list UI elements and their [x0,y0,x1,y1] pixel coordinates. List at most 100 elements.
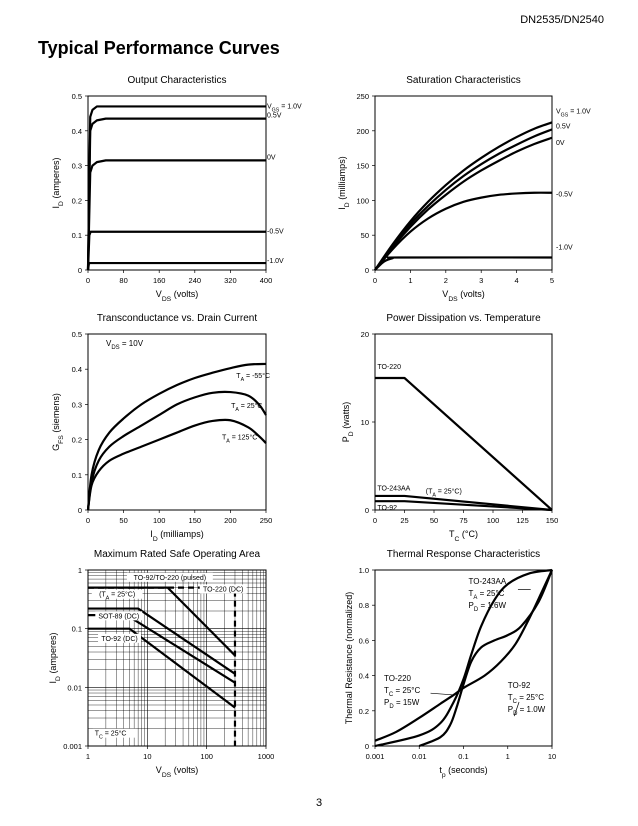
transconductance-series-line [86,390,267,511]
power-ta-note: (TA = 25°C) [426,487,462,498]
transconductance-y-tick-label: 0.2 [72,436,82,445]
safe-area-x-tick-label: 1 [86,752,90,761]
power-y-tick-label: 20 [361,330,369,339]
thermal-series-line [374,568,553,748]
safe-area-y-tick-label: 0.001 [63,742,82,751]
power-series-line [375,500,553,512]
power-y-tick-label: 10 [361,418,369,427]
output-series-label: -1.0V [267,258,284,265]
output-y-tick-label: 0.5 [72,92,82,101]
document-id: DN2535/DN2540 [520,14,604,26]
output-series-line [86,159,266,271]
thermal-x-tick-label: 1 [506,752,510,761]
thermal-annotation-line: TA = 25°C [469,589,505,601]
transconductance-y-tick-label: 0 [78,506,82,515]
transconductance-y-tick-label: 0.4 [72,365,82,374]
saturation-y-tick-label: 0 [365,266,369,275]
output-series-line [86,105,266,271]
thermal-annotation-line: TO-92 [508,681,531,690]
output-x-tick-label: 0 [86,276,90,285]
transconductance-x-axis-label: ID (milliamps) [150,529,203,543]
safe-area-series-label: TO-92/TO-220 (pulsed) [134,575,207,582]
transconductance-y-axis-label: GFS (siemens) [51,393,65,451]
safe-area-title: Maximum Rated Safe Operating Area [94,549,261,560]
safe-area-x-tick-label: 1000 [258,752,275,761]
power-series-label: TO-92 [377,505,397,512]
safe-area-series-line [88,607,236,675]
output-series-line [86,261,266,271]
power-plot-frame [374,333,553,511]
transconductance-y-tick-label: 0.1 [72,471,82,480]
safe-area-label-bg [126,572,213,582]
safe-area-y-axis-label: ID (amperes) [48,633,62,684]
power-series-label: TO-243AA [377,486,410,493]
safe-area-series-line [88,627,236,709]
output-plot-frame [87,95,267,271]
saturation-series-label: VGS = 1.0V [556,108,591,118]
thermal-y-tick-label: 0.8 [359,601,369,610]
saturation-x-axis-label: VDS (volts) [442,289,484,303]
output-y-tick-label: 0.1 [72,231,82,240]
safe-area-series-label: TO-220 (DC) [203,587,243,594]
thermal-annotation-line: PD = 1.0W [508,705,546,717]
transconductance-series-line [86,418,267,511]
transconductance-x-tick-label: 150 [189,516,202,525]
saturation-x-tick-label: 2 [444,276,448,285]
saturation-y-tick-label: 150 [356,162,369,171]
saturation-series-label: -0.5V [556,192,573,199]
transconductance-title: Transconductance vs. Drain Current [97,313,257,324]
output-series-label: 0.5V [267,113,282,120]
saturation-y-axis-label: ID (milliamps) [337,156,351,209]
output-x-axis-label: VDS (volts) [156,289,198,303]
output-title: Output Characteristics [128,75,227,86]
output-series-label: -0.5V [267,229,284,236]
safe-area-label-bg [95,611,143,621]
saturation-series-label: -1.0V [556,244,573,251]
power-series-label: TO-220 [377,364,401,371]
power-x-tick-label: 100 [487,516,500,525]
safe-area-series-label: (TA = 25°C) [99,591,135,602]
thermal-x-tick-label: 0.001 [366,752,385,761]
thermal-y-tick-label: 1.0 [359,566,369,575]
transconductance-y-tick-label: 0.5 [72,330,82,339]
saturation-y-tick-label: 250 [356,92,369,101]
saturation-series-line [374,121,553,271]
power-y-axis-label: PD (watts) [341,402,355,442]
transconductance-x-tick-label: 0 [86,516,90,525]
saturation-x-tick-label: 4 [515,276,519,285]
saturation-y-tick-label: 200 [356,127,369,136]
saturation-x-tick-label: 1 [408,276,412,285]
saturation-series-line [374,191,553,271]
output-x-tick-label: 400 [260,276,273,285]
thermal-annotation-pointer [430,692,454,696]
saturation-series-line [374,128,553,271]
power-x-tick-label: 0 [373,516,377,525]
safe-area-x-tick-label: 100 [200,752,213,761]
safe-area-series-label: SOT-89 (DC) [98,613,139,620]
output-x-tick-label: 160 [153,276,166,285]
output-series-label: 0V [267,154,276,161]
saturation-y-tick-label: 50 [361,231,369,240]
output-series-label: VGS = 1.0V [267,103,302,113]
saturation-x-tick-label: 0 [373,276,377,285]
transconductance-series-label: TA = 125°C [222,434,257,445]
saturation-title: Saturation Characteristics [406,75,521,86]
saturation-x-tick-label: 5 [550,276,554,285]
power-title: Power Dissipation vs. Temperature [386,313,541,324]
thermal-y-tick-label: 0.2 [359,707,369,716]
transconductance-x-tick-label: 200 [224,516,237,525]
thermal-x-tick-label: 10 [548,752,556,761]
safe-area-series-label: TO-92 (DC) [101,636,137,643]
saturation-series-line [374,256,553,271]
thermal-x-tick-label: 0.01 [412,752,427,761]
thermal-series-line [374,569,553,742]
power-x-tick-label: 125 [516,516,529,525]
safe-area-series-line [88,586,236,657]
output-y-axis-label: ID (amperes) [51,158,65,209]
thermal-title: Thermal Response Characteristics [387,549,540,560]
saturation-y-tick-label: 100 [356,196,369,205]
thermal-annotation-line: TC = 25°C [384,686,420,698]
power-y-tick-label: 0 [365,506,369,515]
thermal-y-tick-label: 0.4 [359,672,369,681]
